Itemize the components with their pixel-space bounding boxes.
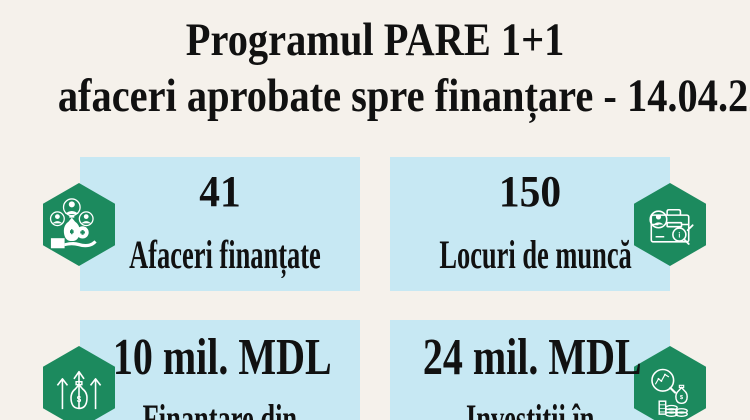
svg-text:$: $ <box>680 395 684 401</box>
